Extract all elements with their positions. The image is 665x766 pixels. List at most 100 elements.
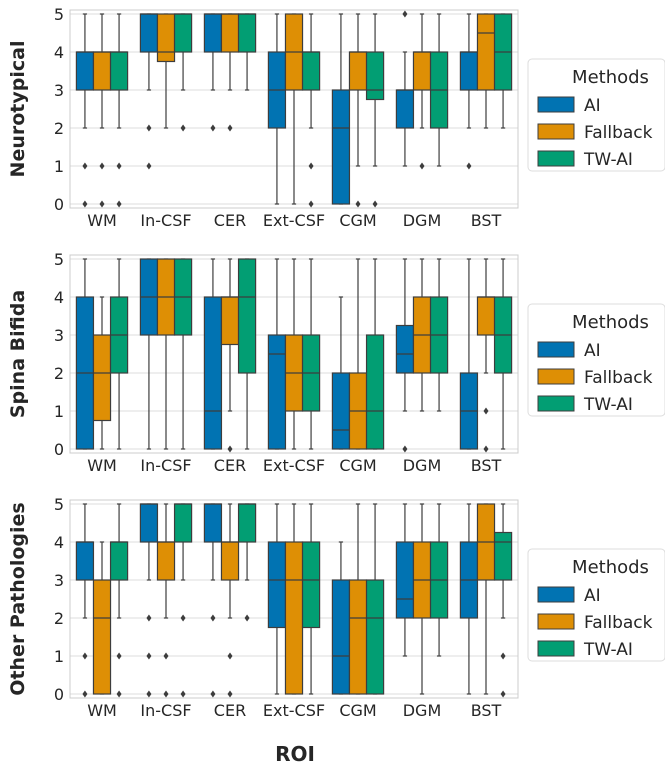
- legend-label: TW-AI: [583, 150, 633, 170]
- y-tick-label: 0: [54, 195, 64, 214]
- y-tick-label: 3: [54, 81, 64, 100]
- box-body: [203, 296, 223, 450]
- box-body: [220, 541, 240, 581]
- box-body: [75, 51, 95, 91]
- x-tick-label: CGM: [339, 211, 376, 230]
- box-ai-ext-csf: [267, 13, 287, 205]
- box-body: [237, 503, 257, 543]
- box-body: [267, 334, 287, 450]
- y-tick-label: 4: [54, 288, 64, 307]
- outlier-marker: [483, 407, 489, 415]
- outlier-marker: [146, 652, 152, 660]
- x-tick-label: BST: [471, 701, 502, 720]
- outlier-marker: [419, 162, 425, 170]
- box-tw-ai-ext-csf: [301, 13, 321, 208]
- outlier-marker: [227, 124, 233, 132]
- outlier-marker: [227, 690, 233, 698]
- outlier-marker: [116, 690, 122, 698]
- y-tick-label: 2: [54, 119, 64, 138]
- box-fallback-ext-csf: [284, 13, 304, 205]
- outlier-marker: [500, 690, 506, 698]
- outlier-marker: [227, 652, 233, 660]
- x-tick-label: BST: [471, 211, 502, 230]
- box-body: [395, 324, 415, 374]
- box-tw-ai-bst: [493, 258, 513, 450]
- box-ai-in-csf: [139, 503, 159, 698]
- legend-swatch-tw-ai: [537, 150, 575, 167]
- outlier-marker: [402, 445, 408, 453]
- outlier-marker: [210, 124, 216, 132]
- outlier-marker: [180, 614, 186, 622]
- box-tw-ai-in-csf: [173, 13, 193, 132]
- box-tw-ai-dgm: [429, 13, 449, 167]
- x-tick-label: DGM: [403, 211, 442, 230]
- y-axis-label: Neurotypical: [7, 41, 29, 178]
- outlier-marker: [116, 200, 122, 208]
- box-body: [75, 541, 95, 581]
- legend-label: TW-AI: [583, 395, 633, 415]
- box-body: [301, 541, 321, 629]
- box-ai-cer: [203, 258, 223, 450]
- legend-title: Methods: [572, 67, 649, 88]
- box-fallback-wm: [92, 541, 112, 695]
- box-tw-ai-cer: [237, 13, 257, 91]
- legend-frame: [527, 303, 665, 417]
- box-body: [365, 334, 385, 450]
- y-tick-label: 0: [54, 440, 64, 459]
- legend-swatch-fallback: [537, 613, 575, 630]
- box-ai-cer: [203, 13, 223, 132]
- x-tick-label: CER: [214, 701, 246, 720]
- outlier-marker: [146, 124, 152, 132]
- legend-swatch-ai: [537, 341, 575, 358]
- x-tick-label: In-CSF: [140, 456, 191, 475]
- y-tick-label: 2: [54, 364, 64, 383]
- x-tick-label: CER: [214, 211, 246, 230]
- box-ai-cer: [203, 503, 223, 698]
- box-ai-dgm: [395, 258, 415, 453]
- box-body: [220, 296, 240, 346]
- box-tw-ai-in-csf: [173, 503, 193, 698]
- y-tick-label: 1: [54, 402, 64, 421]
- outlier-marker: [500, 652, 506, 660]
- outlier-marker: [116, 652, 122, 660]
- x-tick-label: BST: [471, 456, 502, 475]
- x-tick-label: CGM: [339, 701, 376, 720]
- outlier-marker: [146, 614, 152, 622]
- legend-swatch-tw-ai: [537, 395, 575, 412]
- box-tw-ai-cgm: [365, 13, 385, 208]
- box-fallback-dgm: [412, 503, 432, 695]
- y-tick-label: 5: [54, 5, 64, 24]
- box-fallback-wm: [92, 13, 112, 208]
- x-axis-label: ROI: [275, 742, 315, 766]
- box-body: [476, 13, 496, 91]
- box-ai-wm: [75, 258, 95, 450]
- axes-frame: [69, 9, 519, 209]
- box-body: [139, 13, 159, 53]
- box-tw-ai-ext-csf: [301, 258, 321, 450]
- box-ai-bst: [459, 503, 479, 695]
- outlier-marker: [355, 200, 361, 208]
- box-body: [348, 51, 368, 91]
- box-ai-cgm: [331, 13, 351, 205]
- y-tick-label: 5: [54, 495, 64, 514]
- box-ai-dgm: [395, 10, 415, 167]
- outlier-marker: [372, 200, 378, 208]
- y-tick-label: 1: [54, 647, 64, 666]
- box-tw-ai-bst: [493, 13, 513, 129]
- x-tick-label: In-CSF: [140, 701, 191, 720]
- box-body: [139, 503, 159, 543]
- box-body: [173, 13, 193, 53]
- box-body: [459, 51, 479, 91]
- box-body: [267, 541, 287, 629]
- legend-label: Fallback: [584, 368, 653, 388]
- legend-label: TW-AI: [583, 640, 633, 660]
- box-fallback-in-csf: [156, 503, 176, 698]
- x-tick-label: CER: [214, 456, 246, 475]
- legend-swatch-ai: [537, 96, 575, 113]
- box-body: [493, 531, 513, 581]
- y-tick-label: 3: [54, 326, 64, 345]
- box-body: [109, 51, 129, 91]
- box-body: [203, 503, 223, 543]
- outlier-marker: [163, 690, 169, 698]
